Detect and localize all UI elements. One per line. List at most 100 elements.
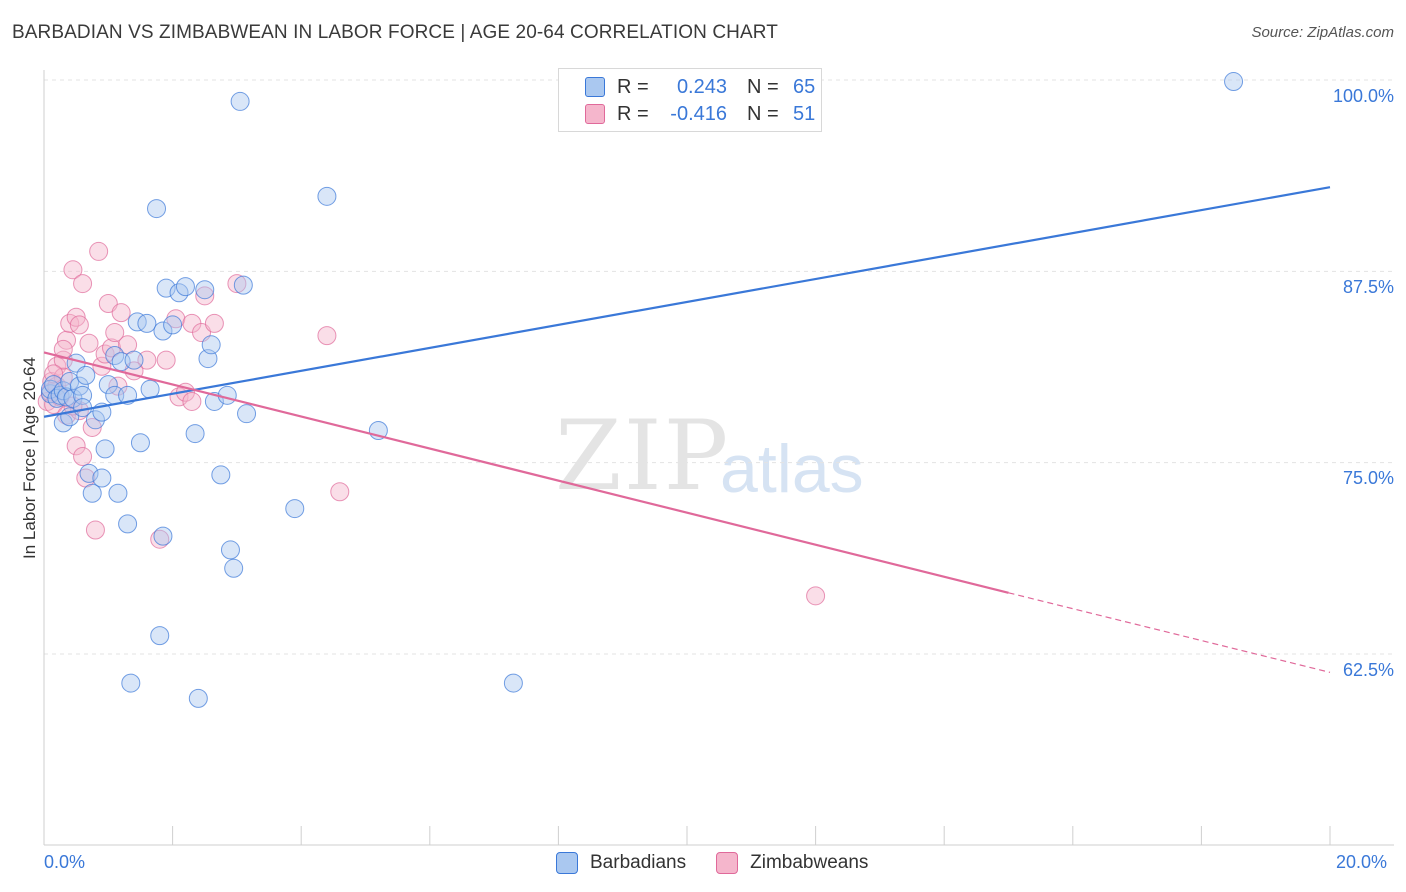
zimbabwean-point (182, 391, 202, 411)
grid-layer (44, 79, 1394, 655)
barbadian-point (153, 526, 173, 546)
y-tick-75: 75.0% (1342, 468, 1394, 488)
zimbabwean-point (204, 313, 224, 333)
zimbabwean-point (85, 520, 105, 540)
legend-row-zimbabweans: R = -0.416 N = 51 (585, 102, 815, 126)
y-tick-87-5: 87.5% (1342, 277, 1394, 297)
legend-r-value: 0.243 (676, 75, 727, 98)
zimbabwean-point (73, 447, 93, 467)
legend-n-label: N = (747, 102, 779, 125)
series-swatch-blue (556, 852, 578, 874)
barbadian-point (285, 499, 305, 519)
barbadian-point (57, 387, 77, 407)
series-label-zimbabweans: Zimbabweans (750, 852, 869, 873)
zimbabwean-point (73, 274, 93, 294)
zimbabwean-point (89, 241, 109, 261)
chart-title: BARBADIAN VS ZIMBABWEAN IN LABOR FORCE |… (12, 22, 778, 43)
x-tick-min: 0.0% (44, 852, 86, 872)
series-label-barbadians: Barbadians (590, 852, 687, 873)
zimbabwean-point (66, 307, 86, 327)
barbadian-point (118, 385, 138, 405)
legend-r-value: -0.416 (670, 102, 727, 125)
barbadian-point (85, 410, 105, 430)
barbadian-point (503, 673, 523, 693)
zimbabwean-point (330, 482, 350, 502)
watermark-atlas: atlas (720, 431, 864, 507)
y-tick-100: 100.0% (1332, 86, 1394, 106)
barbadian-point (1224, 72, 1244, 92)
barbadian-point (124, 350, 144, 370)
zimbabwean-point (317, 326, 337, 346)
legend-n-value: 65 (793, 75, 816, 98)
y-tick-62-5: 62.5% (1342, 660, 1394, 680)
barbadian-point (175, 277, 195, 297)
zimbabwean-point (227, 274, 247, 294)
zimbabwean-point (63, 260, 83, 280)
barbadian-point (79, 463, 99, 483)
barbadian-point (140, 379, 160, 399)
zimbabwean-point (98, 293, 118, 313)
zimbabwean-point (102, 338, 122, 358)
barbadian-point (121, 673, 141, 693)
legend-n-label: N = (747, 75, 779, 98)
zimbabwean-point (806, 586, 826, 606)
barbadian-point (224, 558, 244, 578)
barbadian-point (82, 483, 102, 503)
barbadian-point (150, 626, 170, 646)
zimbabwean-point (156, 350, 176, 370)
zimbabwean-point (66, 436, 86, 456)
barbadian-point (230, 91, 250, 111)
barbadian-point (108, 483, 128, 503)
barbadian-point (233, 275, 253, 295)
barbadian-trendline (43, 186, 1331, 418)
barbadian-point (163, 315, 183, 335)
source-label: Source: ZipAtlas.com (1251, 24, 1394, 41)
barbadian-point (118, 514, 138, 534)
barbadian-point (317, 186, 337, 206)
barbadian-point (92, 468, 112, 488)
zimbabwean-point (82, 417, 102, 437)
watermark-zip: ZIP (555, 400, 731, 512)
barbadian-point (156, 278, 176, 298)
barbadian-point (95, 439, 115, 459)
correlation-legend: R = 0.243 N = 65 R = -0.416 N = 51 (558, 68, 822, 132)
barbadian-point (137, 313, 157, 333)
zimbabwean-point (111, 303, 131, 323)
zimbabwean-point (105, 323, 125, 343)
trend-layer (43, 186, 1331, 673)
barbadian-point (237, 404, 257, 424)
zimbabwean-point (150, 529, 170, 549)
zimbabwean-point (44, 364, 64, 384)
axis-layer (43, 70, 1394, 846)
series-legend-zimbabweans[interactable]: Zimbabweans (716, 852, 868, 874)
legend-swatch-blue (585, 77, 605, 97)
barbadian-point (185, 424, 205, 444)
barbadian-point (47, 388, 67, 408)
series-legend-barbadians[interactable]: Barbadians (556, 852, 686, 874)
zimbabwean-trendline (43, 351, 1009, 594)
legend-r-label: R = (617, 75, 649, 98)
zimbabwean-point (166, 309, 186, 329)
legend-row-barbadians: R = 0.243 N = 65 (585, 75, 815, 99)
barbadian-point (147, 199, 167, 219)
barbadian-point (217, 385, 237, 405)
barbadian-point (130, 433, 150, 453)
barbadian-point (127, 312, 147, 332)
barbadian-point (153, 321, 173, 341)
points-layer (37, 72, 1244, 708)
zimbabwean-point (79, 333, 99, 353)
zimbabwean-point (195, 286, 215, 306)
legend-swatch-pink (585, 104, 605, 124)
legend-n-value: 51 (793, 102, 816, 125)
zimbabwean-trendline-extension (1008, 592, 1331, 673)
x-tick-max: 20.0% (1336, 852, 1388, 872)
legend-r-label: R = (617, 102, 649, 125)
series-swatch-pink (716, 852, 739, 874)
barbadian-point (201, 335, 221, 355)
barbadian-point (98, 375, 118, 395)
barbadian-point (76, 365, 96, 385)
barbadian-point (53, 381, 73, 401)
series-legend: Barbadians Zimbabweans (556, 852, 898, 874)
barbadian-point (211, 465, 231, 485)
